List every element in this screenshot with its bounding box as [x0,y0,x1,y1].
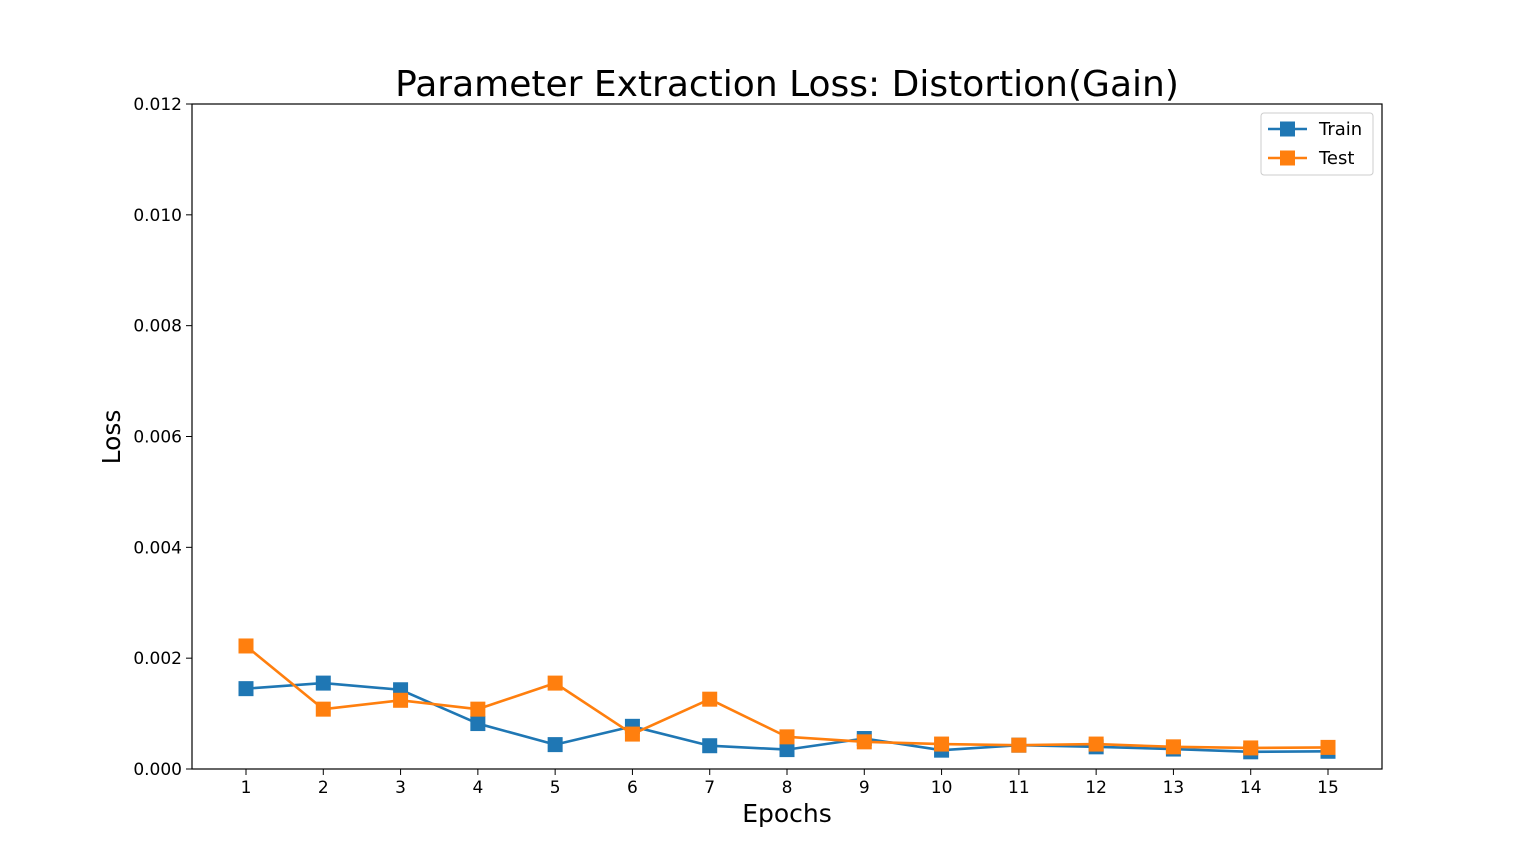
y-axis-label: Loss [97,410,126,465]
x-axis: 1 2 3 4 5 6 7 8 9 10 11 12 13 14 15 [241,769,1339,798]
legend-label-train: Train [1318,119,1362,140]
legend-marker-test [1280,150,1295,166]
data-point-test [1320,739,1336,755]
data-point-test [779,729,795,745]
x-tick-label: 3 [395,778,406,798]
data-point-test [702,691,718,707]
data-point-train [470,716,486,732]
y-tick-label: 0.012 [133,95,182,115]
y-tick-label: 0.004 [133,538,182,558]
legend: Train Test [1260,112,1374,176]
x-tick-label: 7 [704,778,715,798]
legend-marker-train [1280,121,1295,137]
data-point-test [470,701,486,717]
x-tick-label: 5 [550,778,561,798]
data-point-train [315,675,331,691]
data-point-test [547,675,563,691]
data-point-test [393,692,409,708]
x-tick-label: 4 [472,778,483,798]
data-point-test [624,726,640,742]
x-tick-label: 11 [1008,778,1030,798]
x-tick-label: 8 [782,778,793,798]
y-tick-label: 0.006 [133,428,182,448]
x-tick-label: 15 [1317,778,1339,798]
data-point-test [856,734,872,750]
legend-label-test: Test [1318,148,1354,169]
y-tick-label: 0.002 [133,649,182,669]
data-point-test [934,736,950,752]
x-axis-label: Epochs [742,799,832,828]
x-tick-label: 10 [931,778,953,798]
x-tick-label: 13 [1163,778,1185,798]
x-tick-label: 6 [627,778,638,798]
data-point-test [238,638,254,654]
data-point-train [779,742,795,758]
data-point-train [702,738,718,754]
data-point-train [238,681,254,697]
y-tick-label: 0.010 [133,206,182,226]
chart-title: Parameter Extraction Loss: Distortion(Ga… [395,64,1179,105]
x-tick-label: 9 [859,778,870,798]
data-point-test [315,701,331,717]
data-point-test [1165,739,1181,755]
data-point-test [1088,736,1104,752]
data-point-test [1011,737,1027,753]
x-tick-label: 2 [318,778,329,798]
plot-area [238,638,1336,760]
x-tick-label: 12 [1085,778,1107,798]
plot-frame [191,103,1383,770]
data-point-test [1243,740,1259,756]
data-point-train [547,737,563,753]
x-tick-label: 14 [1240,778,1262,798]
y-tick-label: 0.008 [133,317,182,337]
x-tick-label: 1 [241,778,252,798]
y-tick-label: 0.000 [133,760,182,780]
y-axis: 0.000 0.002 0.004 0.006 0.008 0.010 0.012 [133,95,192,780]
series-test [238,638,1336,756]
